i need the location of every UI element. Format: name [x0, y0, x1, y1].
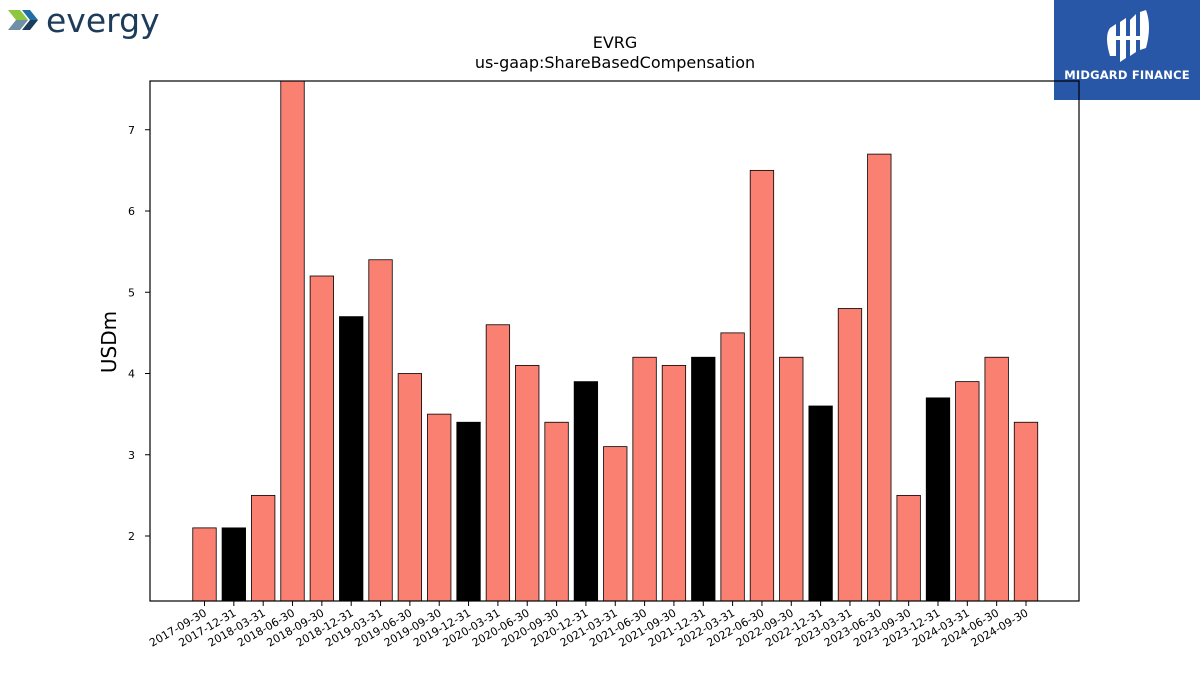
bar-2020-12-31 [573, 381, 599, 602]
chart-title: EVRG [593, 33, 638, 52]
bar-2022-06-30 [749, 169, 775, 602]
evergy-logo: evergy [6, 1, 186, 42]
bar-2018-03-31 [251, 494, 276, 602]
bar-2019-12-31 [456, 421, 481, 602]
bar-2017-12-31 [221, 527, 246, 602]
midgard-finance-label: MIDGARD FINANCE [1064, 68, 1190, 82]
bar-2024-03-31 [955, 381, 980, 602]
bar-2020-03-31 [485, 324, 511, 602]
y-ticks-group: 2 3 4 5 6 7 [128, 124, 150, 543]
bar-2024-06-30 [984, 356, 1009, 602]
y-axis-label: USDm [97, 311, 121, 373]
bar-2021-09-30 [661, 364, 687, 602]
bar-2022-03-31 [720, 332, 745, 602]
y-tick-label: 5 [128, 286, 135, 299]
bar-2022-09-30 [779, 356, 804, 602]
plot-frame [149, 80, 1080, 602]
x-ticks-group: 2017-09-302017-12-312018-03-312018-06-30… [147, 601, 1031, 650]
y-tick-label: 6 [128, 205, 135, 218]
bar-2019-06-30 [397, 373, 423, 602]
midgard-emblem-icon [1107, 10, 1149, 62]
bar-2020-09-30 [544, 421, 569, 602]
y-tick-label: 3 [128, 449, 135, 462]
evergy-logo-text: evergy [46, 2, 160, 40]
bar-2022-12-31 [808, 405, 833, 602]
bar-2019-09-30 [427, 413, 452, 602]
bar-2018-12-31 [339, 316, 364, 602]
bar-2023-12-31 [925, 397, 951, 602]
bar-2018-09-30 [309, 275, 334, 602]
bar-2023-09-30 [896, 494, 921, 602]
y-tick-label: 2 [128, 530, 135, 543]
bar-2019-03-31 [368, 259, 393, 602]
bar-2021-03-31 [603, 446, 628, 602]
bar-2023-03-31 [837, 308, 863, 602]
bar-2021-06-30 [632, 356, 657, 602]
bar-2024-09-30 [1013, 421, 1039, 602]
bar-2021-12-31 [691, 356, 716, 602]
bar-2018-06-30 [280, 80, 305, 602]
midgard-finance-logo: MIDGARD FINANCE [1054, 0, 1200, 100]
bars-group [192, 80, 1039, 602]
bar-2017-09-30 [192, 527, 217, 602]
bar-2020-06-30 [515, 364, 540, 602]
y-tick-label: 4 [128, 368, 135, 381]
chart-subtitle: us-gaap:ShareBasedCompensation [475, 53, 755, 72]
bar-2023-06-30 [867, 153, 892, 602]
y-tick-label: 7 [128, 124, 135, 137]
